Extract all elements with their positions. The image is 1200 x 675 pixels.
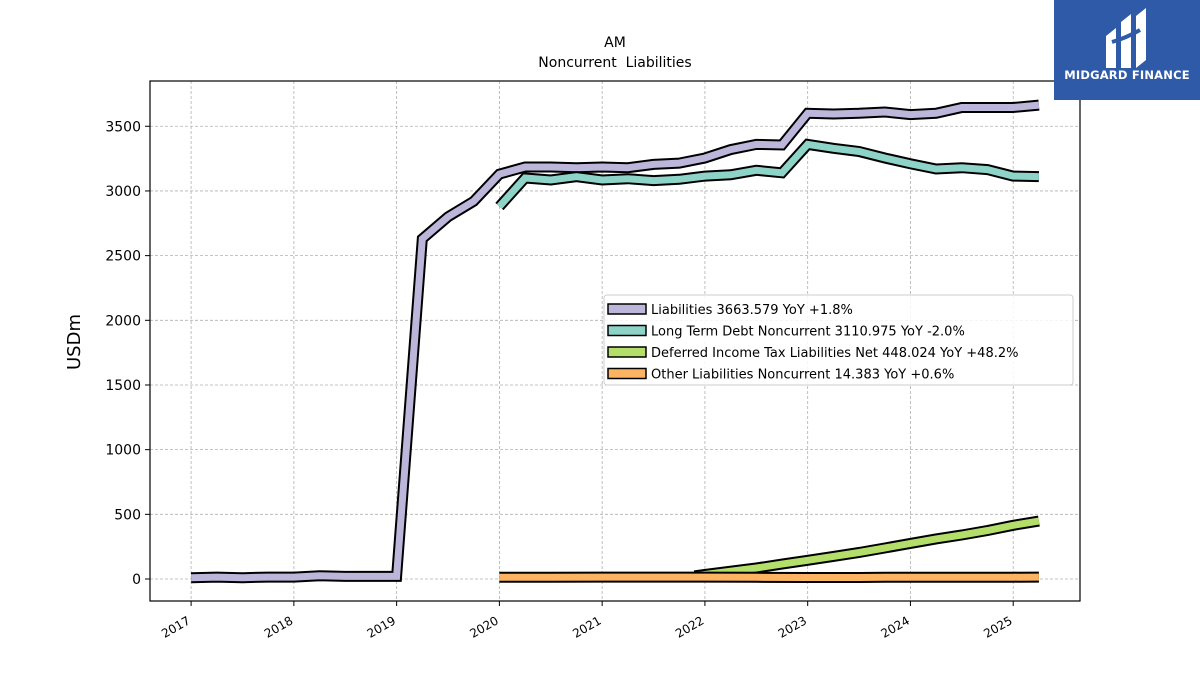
chart-subtitle: Noncurrent Liabilities — [538, 55, 691, 71]
y-tick-label: 500 — [114, 507, 141, 523]
y-axis: 0 500 1000 1500 2000 2500 3000 3500 — [105, 119, 150, 588]
legend-swatch-1 — [607, 324, 647, 337]
x-tick-label: 2024 — [878, 613, 911, 640]
y-tick-label: 2000 — [105, 313, 141, 329]
y-tick-label: 2500 — [105, 249, 141, 265]
legend-label-2: Deferred Income Tax Liabilities Net 448.… — [651, 346, 1019, 361]
x-tick-label: 2019 — [365, 613, 398, 640]
legend-box — [603, 294, 1074, 386]
x-tick-label: 2017 — [159, 613, 192, 640]
midgard-finance-logo: MIDGARD FINANCE — [1054, 0, 1200, 100]
x-tick-label: 2021 — [570, 613, 603, 640]
chart-title: AM — [604, 35, 626, 51]
legend-swatch-3 — [607, 367, 647, 380]
x-tick-label: 2025 — [981, 613, 1014, 640]
legend-swatch-2 — [607, 346, 647, 358]
plot-frame — [149, 80, 1081, 602]
series-0-line — [191, 101, 1040, 582]
midgard-logo-icon — [1106, 8, 1146, 68]
x-tick-label: 2018 — [262, 613, 295, 640]
series-layer — [190, 99, 1040, 584]
y-axis-label: USDm — [64, 314, 85, 370]
series-1-line — [496, 140, 1039, 209]
x-tick-label: 2023 — [776, 613, 809, 640]
x-axis: 2017 2018 2019 2020 2021 2022 2023 2024 2025 — [159, 601, 1015, 641]
y-tick-label: 3500 — [105, 119, 141, 135]
y-tick-label: 1000 — [105, 443, 141, 459]
legend-swatch-0 — [607, 303, 647, 315]
y-tick-label: 0 — [132, 572, 141, 588]
legend: Liabilities 3663.579 YoY +1.8% Long Term … — [603, 294, 1074, 386]
y-tick-label: 1500 — [105, 378, 141, 394]
x-tick-label: 2020 — [467, 613, 500, 640]
legend-label-0: Liabilities 3663.579 YoY +1.8% — [651, 303, 853, 318]
legend-label-3: Other Liabilities Noncurrent 14.383 YoY … — [651, 368, 954, 383]
series-2-line — [694, 517, 1040, 580]
legend-label-1: Long Term Debt Noncurrent 3110.975 YoY -… — [651, 325, 965, 340]
logo-text: MIDGARD FINANCE — [1064, 68, 1190, 82]
y-tick-label: 3000 — [105, 184, 141, 200]
x-tick-label: 2022 — [673, 613, 706, 640]
